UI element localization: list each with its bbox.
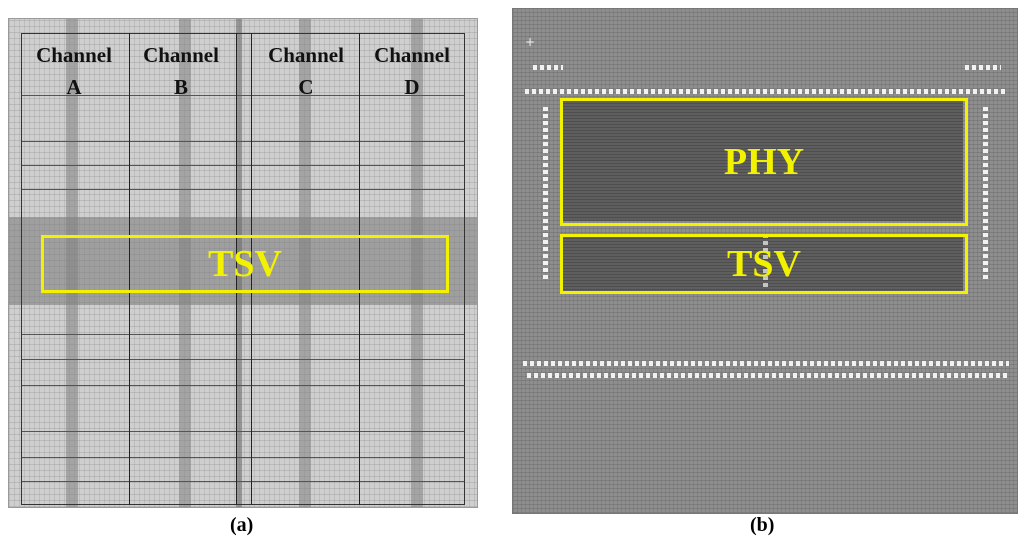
pad-column	[543, 107, 548, 279]
channel-letter: C	[298, 75, 314, 99]
channel-d-label: Channel D	[357, 39, 467, 103]
grid-line	[21, 481, 465, 482]
channel-b-label: Channel B	[126, 39, 236, 103]
center-stripe	[236, 19, 242, 507]
phy-highlight-box: PHY	[560, 98, 968, 226]
channel-outline	[21, 33, 465, 505]
grid-line	[21, 141, 465, 142]
grid-line	[21, 165, 465, 166]
channel-word: Channel	[268, 43, 344, 67]
channel-letter: A	[66, 75, 82, 99]
channel-letter: D	[404, 75, 420, 99]
die-photo-b: + PHY TSV	[512, 8, 1018, 514]
pad-row	[965, 65, 1001, 70]
phy-region	[563, 101, 963, 221]
channel-divider	[129, 33, 130, 505]
pad-column	[983, 107, 988, 279]
pad-row	[533, 65, 563, 70]
pad-row	[525, 89, 1005, 94]
pad-row	[523, 361, 1009, 366]
grid-line	[21, 431, 465, 432]
grid-line	[21, 334, 465, 335]
tsv-via-column	[763, 237, 768, 287]
pad-row	[527, 373, 1007, 378]
channel-c-label: Channel C	[251, 39, 361, 103]
grid-line	[21, 95, 465, 96]
channel-divider	[251, 33, 252, 505]
channel-divider	[359, 33, 360, 505]
channel-letter: B	[173, 75, 188, 99]
grid-line	[21, 359, 465, 360]
channel-word: Channel	[374, 43, 450, 67]
tsv-label: TSV	[208, 243, 282, 285]
tsv-highlight-box-b: TSV	[560, 234, 968, 294]
phy-label: PHY	[723, 141, 805, 183]
channel-divider	[236, 33, 237, 505]
corner-marker: +	[525, 35, 536, 49]
channel-a-label: Channel A	[19, 39, 129, 103]
die-photo-a: Channel A Channel B Channel C Channel D …	[8, 18, 478, 508]
tsv-highlight-box: TSV	[41, 235, 449, 293]
caption-b: (b)	[750, 514, 775, 536]
grid-line	[21, 385, 465, 386]
channel-word: Channel	[143, 43, 219, 67]
tsv-label-b: TSV	[727, 243, 801, 285]
grid-line	[21, 189, 465, 190]
grid-line	[21, 457, 465, 458]
channel-word: Channel	[36, 43, 112, 67]
caption-a: (a)	[230, 514, 254, 536]
